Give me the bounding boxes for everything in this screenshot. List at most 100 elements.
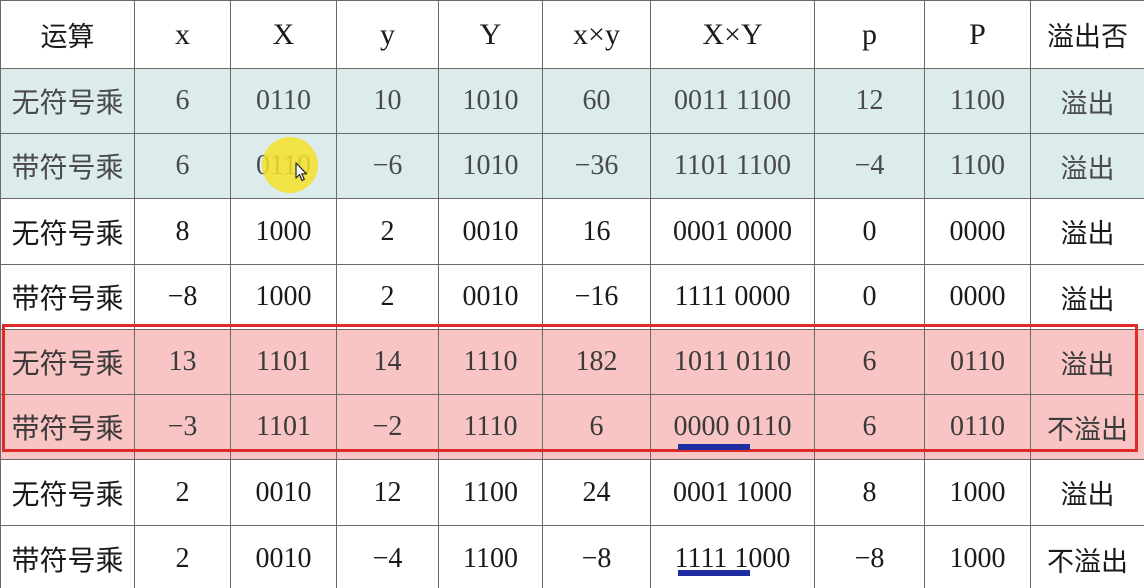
cell-x: −8 [134, 264, 231, 330]
cell-operation: 无符号乘 [0, 68, 135, 134]
cell-x: 2 [134, 525, 231, 588]
header-X-times-Y: X×Y [650, 0, 815, 69]
cell-X: 0110 [230, 68, 337, 134]
cell-P: 0110 [924, 329, 1031, 395]
cell-X: 1000 [230, 198, 337, 265]
table-row: 带符号乘 −3 1101 −2 1110 6 0000 0110 6 0110 … [0, 394, 1144, 460]
cell-P: 0000 [924, 264, 1031, 330]
cell-P: 0110 [924, 394, 1031, 460]
cell-Y: 1010 [438, 68, 543, 134]
cell-x: 6 [134, 68, 231, 134]
cell-X-times-Y: 1111 0000 [650, 264, 815, 330]
cell-x: 13 [134, 329, 231, 395]
cell-x-times-y: 182 [542, 329, 651, 395]
header-overflow: 溢出否 [1030, 0, 1144, 69]
cell-x-times-y: 24 [542, 459, 651, 526]
cell-X-times-Y: 0011 1100 [650, 68, 815, 134]
header-x: x [134, 0, 231, 69]
cell-X: 0010 [230, 525, 337, 588]
cell-y: 10 [336, 68, 439, 134]
cell-y: 12 [336, 459, 439, 526]
cell-Y: 1100 [438, 525, 543, 588]
cell-overflow: 溢出 [1030, 459, 1144, 526]
cell-Y: 1110 [438, 394, 543, 460]
cell-P: 1100 [924, 68, 1031, 134]
table-header-row: 运算 x X y Y x×y X×Y p P 溢出否 [0, 0, 1144, 69]
cell-X: 1000 [230, 264, 337, 330]
cell-p: 8 [814, 459, 925, 526]
table-row: 无符号乘 13 1101 14 1110 182 1011 0110 6 011… [0, 329, 1144, 395]
cell-p: −4 [814, 133, 925, 199]
cell-y: −2 [336, 394, 439, 460]
cell-overflow: 不溢出 [1030, 525, 1144, 588]
cell-operation: 带符号乘 [0, 133, 135, 199]
cell-y: 2 [336, 264, 439, 330]
header-operation: 运算 [0, 0, 135, 69]
table-row: 无符号乘 8 1000 2 0010 16 0001 0000 0 0000 溢… [0, 198, 1144, 265]
cell-Y: 0010 [438, 198, 543, 265]
cell-y: 2 [336, 198, 439, 265]
cell-X: 1101 [230, 329, 337, 395]
cell-operation: 无符号乘 [0, 329, 135, 395]
header-p: p [814, 0, 925, 69]
cell-x-times-y: 6 [542, 394, 651, 460]
cell-X-times-Y: 0000 0110 [650, 394, 815, 460]
header-x-times-y: x×y [542, 0, 651, 69]
cell-x: 6 [134, 133, 231, 199]
cell-X-times-Y: 1101 1100 [650, 133, 815, 199]
cell-operation: 带符号乘 [0, 394, 135, 460]
cell-x-times-y: 60 [542, 68, 651, 134]
table-row: 带符号乘 −8 1000 2 0010 −16 1111 0000 0 0000… [0, 264, 1144, 330]
cell-P: 1100 [924, 133, 1031, 199]
header-P: P [924, 0, 1031, 69]
cell-y: 14 [336, 329, 439, 395]
cell-x-times-y: −8 [542, 525, 651, 588]
cell-y: −6 [336, 133, 439, 199]
table-row: 带符号乘 6 0110 −6 1010 −36 1101 1100 −4 110… [0, 133, 1144, 199]
cell-operation: 带符号乘 [0, 525, 135, 588]
cell-p: 6 [814, 329, 925, 395]
cell-operation: 带符号乘 [0, 264, 135, 330]
cell-Y: 1010 [438, 133, 543, 199]
table-row: 无符号乘 6 0110 10 1010 60 0011 1100 12 1100… [0, 68, 1144, 134]
cell-x-times-y: 16 [542, 198, 651, 265]
header-X: X [230, 0, 337, 69]
cell-operation: 无符号乘 [0, 198, 135, 265]
cell-overflow: 溢出 [1030, 264, 1144, 330]
cell-X: 1101 [230, 394, 337, 460]
cell-x: 8 [134, 198, 231, 265]
cell-P: 1000 [924, 459, 1031, 526]
cell-P: 1000 [924, 525, 1031, 588]
cell-Y: 0010 [438, 264, 543, 330]
cell-overflow: 溢出 [1030, 329, 1144, 395]
cell-operation: 无符号乘 [0, 459, 135, 526]
cell-p: 0 [814, 264, 925, 330]
cell-x: 2 [134, 459, 231, 526]
cell-P: 0000 [924, 198, 1031, 265]
cell-overflow: 溢出 [1030, 133, 1144, 199]
table-row: 带符号乘 2 0010 −4 1100 −8 1111 1000 −8 1000… [0, 525, 1144, 588]
cell-X-times-Y: 0001 0000 [650, 198, 815, 265]
cell-Y: 1110 [438, 329, 543, 395]
header-y: y [336, 0, 439, 69]
cell-x: −3 [134, 394, 231, 460]
cell-Y: 1100 [438, 459, 543, 526]
cell-overflow: 溢出 [1030, 198, 1144, 265]
cell-overflow: 不溢出 [1030, 394, 1144, 460]
cell-p: 12 [814, 68, 925, 134]
cell-overflow: 溢出 [1030, 68, 1144, 134]
cell-y: −4 [336, 525, 439, 588]
cell-X: 0110 [230, 133, 337, 199]
cell-p: −8 [814, 525, 925, 588]
cell-p: 0 [814, 198, 925, 265]
table-row: 无符号乘 2 0010 12 1100 24 0001 1000 8 1000 … [0, 459, 1144, 526]
header-Y: Y [438, 0, 543, 69]
cell-X-times-Y: 1011 0110 [650, 329, 815, 395]
cell-X-times-Y: 0001 1000 [650, 459, 815, 526]
cell-X: 0010 [230, 459, 337, 526]
cell-p: 6 [814, 394, 925, 460]
cell-X-times-Y: 1111 1000 [650, 525, 815, 588]
cell-x-times-y: −36 [542, 133, 651, 199]
